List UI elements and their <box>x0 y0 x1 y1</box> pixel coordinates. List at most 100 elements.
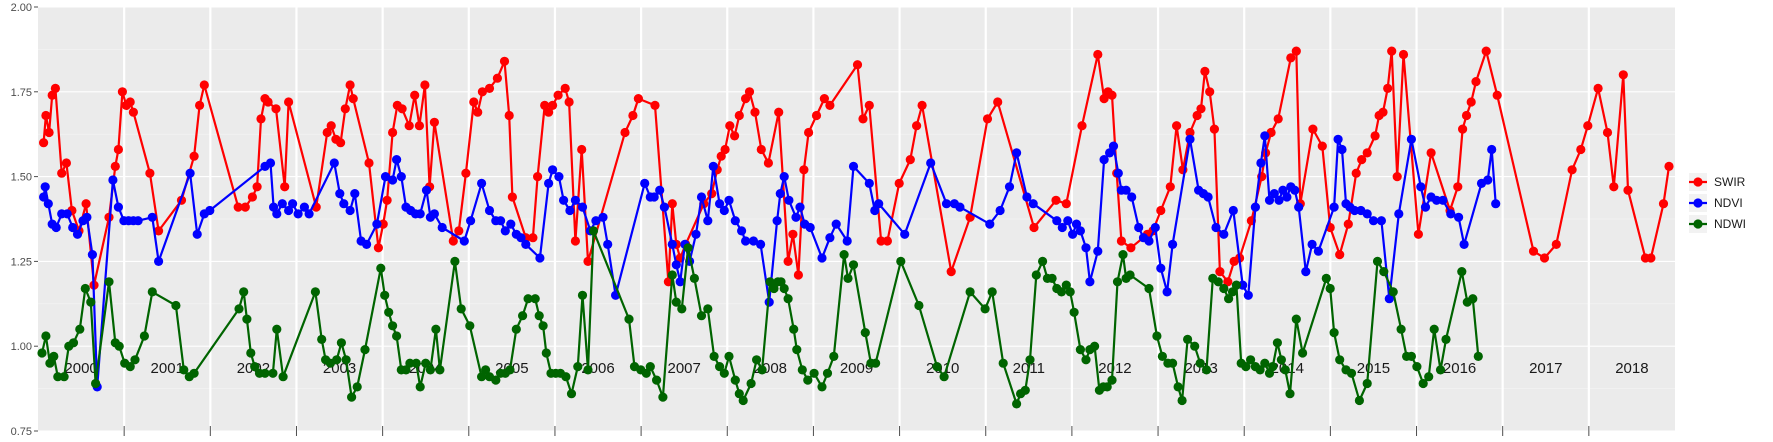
data-point-ndwi <box>1291 314 1301 324</box>
data-point-swir <box>1378 107 1388 117</box>
data-point-swir <box>1061 199 1071 209</box>
data-point-ndvi <box>1483 175 1493 185</box>
data-point-swir <box>793 270 804 280</box>
data-point-swir <box>492 73 502 83</box>
y-tick-label: 0.75 <box>11 426 32 438</box>
legend-dot-swir <box>1693 177 1703 187</box>
data-point-ndwi <box>518 311 528 321</box>
data-point-ndwi <box>431 324 441 334</box>
data-point-swir <box>533 172 543 182</box>
data-point-ndwi <box>246 348 256 358</box>
data-point-ndvi <box>1162 287 1172 297</box>
data-point-ndwi <box>641 368 651 378</box>
data-point-swir <box>1481 46 1491 56</box>
data-point-ndvi <box>304 209 314 219</box>
data-point-ndvi <box>1081 243 1091 253</box>
data-point-swir <box>783 256 793 266</box>
data-point-ndwi <box>696 311 707 321</box>
data-point-swir <box>730 131 740 141</box>
data-point-swir <box>1471 77 1481 87</box>
data-point-ndvi <box>205 205 215 216</box>
data-point-swir <box>1387 46 1397 56</box>
data-point-ndvi <box>900 229 910 239</box>
data-point-swir <box>763 158 774 168</box>
data-point-ndvi <box>345 205 355 216</box>
data-point-ndvi <box>459 236 469 246</box>
data-point-swir <box>744 87 755 97</box>
data-point-ndwi <box>1321 273 1331 283</box>
data-point-ndwi <box>425 365 435 375</box>
data-point-ndwi <box>538 321 548 331</box>
data-point-ndvi <box>1099 155 1109 165</box>
data-point-swir <box>1077 121 1087 131</box>
data-point-ndwi <box>75 324 85 334</box>
data-point-swir <box>145 168 155 178</box>
data-point-ndwi <box>848 260 859 270</box>
data-point-ndvi <box>748 236 759 246</box>
data-point-swir <box>388 127 398 138</box>
data-point-ndwi <box>1241 362 1251 372</box>
data-point-swir <box>819 94 830 104</box>
data-point-ndvi <box>1290 185 1300 195</box>
data-point-swir <box>195 100 205 110</box>
data-point-ndwi <box>1047 273 1057 283</box>
data-point-swir <box>1567 165 1577 175</box>
data-point-ndvi <box>715 199 725 209</box>
data-point-ndwi <box>1362 378 1372 389</box>
data-point-ndvi <box>265 158 276 168</box>
data-point-ndwi <box>68 338 79 348</box>
data-point-ndwi <box>37 348 47 358</box>
data-point-swir <box>716 151 726 161</box>
data-point-ndvi <box>1454 212 1464 222</box>
data-point-ndwi <box>347 392 357 402</box>
data-point-swir <box>507 192 517 202</box>
data-point-ndwi <box>388 321 398 331</box>
data-point-swir <box>57 168 67 178</box>
series-ndwi <box>37 226 1483 409</box>
data-point-ndwi <box>1031 270 1041 280</box>
data-point-swir <box>570 236 581 246</box>
data-point-swir <box>774 107 784 117</box>
data-point-swir <box>1392 172 1402 182</box>
data-point-ndvi <box>544 178 554 188</box>
data-point-ndvi <box>1063 216 1073 226</box>
data-point-swir <box>1093 49 1103 60</box>
data-point-ndwi <box>179 365 189 375</box>
data-point-ndwi <box>91 378 101 389</box>
data-point-swir <box>420 80 430 90</box>
data-point-ndwi <box>677 304 687 314</box>
data-point-swir <box>725 121 735 131</box>
data-point-swir <box>633 94 644 104</box>
data-point-ndwi <box>1102 382 1112 392</box>
data-point-ndvi <box>640 178 650 188</box>
data-point-ndwi <box>336 338 346 348</box>
data-point-swir <box>528 233 538 243</box>
data-point-ndwi <box>577 290 588 300</box>
data-point-swir <box>799 165 809 175</box>
data-point-swir <box>364 158 374 168</box>
data-point-ndvi <box>1022 192 1032 202</box>
data-point-ndvi <box>1329 202 1339 212</box>
data-point-swir <box>199 80 209 90</box>
data-point-swir <box>741 94 751 104</box>
data-point-ndvi <box>691 229 701 239</box>
data-point-ndwi <box>1090 341 1100 351</box>
data-point-ndwi <box>1201 365 1212 375</box>
data-point-ndwi <box>1429 324 1439 334</box>
data-point-ndvi <box>1238 280 1248 290</box>
data-point-ndwi <box>1107 375 1117 385</box>
data-point-ndvi <box>1250 202 1260 212</box>
data-point-ndwi <box>1061 280 1071 290</box>
data-point-swir <box>113 144 123 155</box>
data-point-ndvi <box>874 199 884 209</box>
data-point-ndwi <box>1424 372 1434 382</box>
data-point-ndvi <box>941 199 952 209</box>
data-point-ndvi <box>724 195 734 205</box>
data-point-swir <box>1156 205 1166 216</box>
data-point-ndvi <box>1211 222 1221 233</box>
data-point-swir <box>720 144 730 155</box>
data-point-ndwi <box>797 365 807 375</box>
data-point-ndwi <box>896 256 906 266</box>
data-point-swir <box>650 100 660 110</box>
data-point-swir <box>477 87 487 97</box>
